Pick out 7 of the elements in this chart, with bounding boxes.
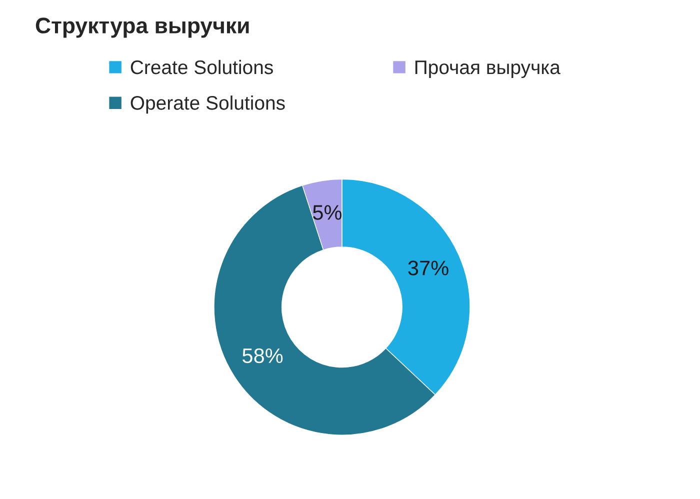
chart-title: Структура выручки: [36, 18, 249, 38]
data-label: 5%: [313, 205, 342, 220]
legend-label: Operate Solutions: [130, 96, 285, 114]
legend-label: Прочая выручка: [415, 60, 560, 78]
legend-label: Create Solutions: [130, 60, 273, 74]
data-label: 37%: [408, 260, 448, 276]
data-label: 58%: [242, 348, 283, 364]
